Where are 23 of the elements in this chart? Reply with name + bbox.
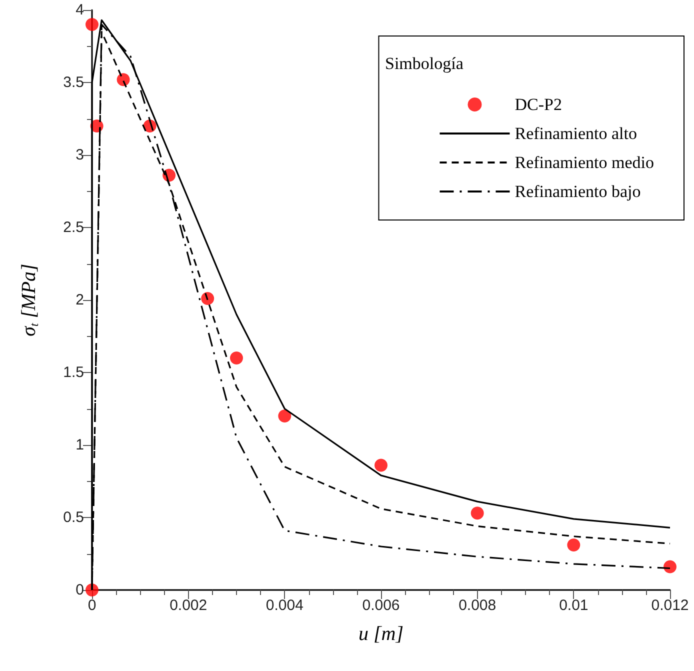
y-axis-title: σt [MPa] xyxy=(18,264,41,336)
y-tick-label: 0.5 xyxy=(63,509,84,526)
y-tick-label: 2 xyxy=(76,292,84,308)
legend-label: Refinamiento bajo xyxy=(514,182,641,201)
y-tick-label: 3 xyxy=(76,146,84,164)
x-tick-label: 0.008 xyxy=(458,597,496,614)
y-tick-label: 3.5 xyxy=(63,74,84,91)
y-tick-label: 4 xyxy=(76,2,84,18)
x-tick-label: 0.002 xyxy=(170,597,208,614)
legend-label: Refinamiento medio xyxy=(514,153,654,172)
legend-title: Simbología xyxy=(385,54,464,73)
y-tick-label: 2.5 xyxy=(63,219,84,236)
legend-label: Refinamiento alto xyxy=(514,124,638,143)
y-tick-label: 1.5 xyxy=(63,364,84,381)
x-tick-label: 0.01 xyxy=(559,597,588,614)
x-axis-title: u [m] xyxy=(358,623,404,645)
x-tick-label: 0.012 xyxy=(651,597,689,614)
x-tick-label: 0.004 xyxy=(266,597,304,614)
x-tick-label: 0 xyxy=(88,597,96,614)
legend-label: DC-P2 xyxy=(514,95,562,114)
y-tick-label: 0 xyxy=(76,582,84,598)
x-tick-label: 0.006 xyxy=(362,597,400,614)
y-tick-label: 1 xyxy=(76,436,84,454)
